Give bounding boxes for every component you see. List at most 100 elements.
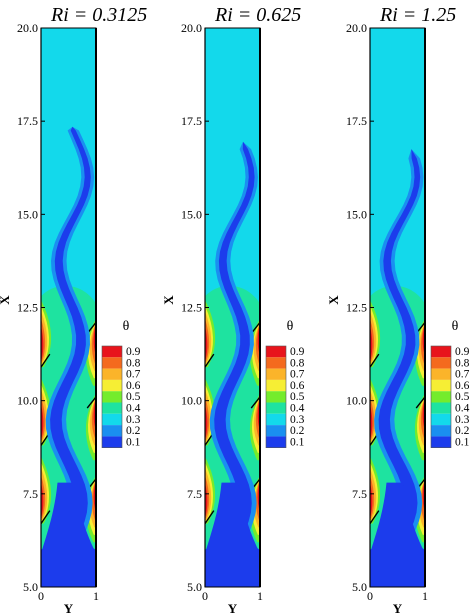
- x-axis-label: X: [326, 295, 341, 305]
- legend-swatch: [431, 402, 451, 414]
- y-axis-label: Y: [393, 601, 403, 615]
- x-tick-label: 15.0: [17, 207, 38, 221]
- cold-jet-core: [370, 149, 425, 587]
- legend-swatch: [266, 346, 286, 358]
- legend-swatch: [102, 368, 122, 380]
- legend-swatch: [431, 357, 451, 369]
- y-tick-label: 0: [202, 589, 208, 603]
- x-tick-label: 20.0: [17, 21, 38, 35]
- y-axis-label: Y: [64, 601, 74, 615]
- legend-swatch: [266, 425, 286, 437]
- x-tick-label: 17.5: [346, 114, 367, 128]
- panel-title: Ri = 1.25: [379, 4, 456, 26]
- legend-swatch: [102, 379, 122, 392]
- legend-swatch: [102, 402, 122, 414]
- x-tick-label: 15.0: [181, 207, 202, 221]
- legend-swatch: [431, 346, 451, 358]
- x-tick-label: 17.5: [17, 114, 38, 128]
- x-tick-label: 5.0: [23, 580, 38, 594]
- panel-title: Ri = 0.625: [214, 4, 301, 26]
- legend-swatch: [266, 413, 286, 426]
- legend-swatch: [266, 368, 286, 380]
- cold-jet-outer: [41, 126, 96, 587]
- legend-title: θ: [452, 319, 459, 334]
- legend-label: 0.5: [290, 391, 305, 403]
- x-tick-label: 10.0: [181, 394, 202, 408]
- legend-swatch: [431, 391, 451, 403]
- legend-label: 0.8: [126, 357, 141, 369]
- x-tick-label: 7.5: [23, 487, 38, 501]
- right-rib-1: [249, 318, 260, 386]
- legend-swatch: [431, 368, 451, 380]
- legend-label: 0.7: [290, 369, 305, 381]
- left-rib-1: [41, 300, 52, 368]
- legend-swatch: [431, 379, 451, 392]
- legend-label: 0.5: [455, 391, 470, 403]
- legend-border: [430, 345, 452, 448]
- x-tick-label: 17.5: [181, 114, 202, 128]
- legend-swatch: [102, 413, 122, 426]
- left-rib-1: [370, 300, 381, 368]
- legend-title: θ: [123, 319, 130, 334]
- x-tick-label: 7.5: [187, 487, 202, 501]
- legend-label: 0.4: [126, 403, 141, 415]
- legend: θ 0.90.80.70.60.50.40.30.20.1: [101, 319, 141, 448]
- legend-swatch: [102, 425, 122, 437]
- x-tick-label: 12.5: [181, 301, 202, 315]
- x-axis-label: X: [0, 295, 12, 305]
- x-tick-label: 5.0: [187, 580, 202, 594]
- right-rib-2: [85, 393, 96, 461]
- legend-swatch: [266, 436, 286, 448]
- contour-panel-3: Ri = 1.25 5.0 7.5 10.0 12.5 15.0 17.5 20.0 X 0 1 Yθ…: [326, 4, 470, 615]
- legend-label: 0.1: [290, 436, 305, 448]
- cold-jet-core: [205, 141, 260, 587]
- cold-jet-outer: [205, 141, 260, 587]
- x-tick-label: 15.0: [346, 207, 367, 221]
- legend-label: 0.3: [290, 414, 305, 426]
- legend-swatch: [266, 402, 286, 414]
- legend-label: 0.9: [126, 346, 141, 358]
- legend-label: 0.2: [126, 425, 141, 437]
- y-tick-label: 0: [38, 589, 44, 603]
- y-axis-label: Y: [228, 601, 238, 615]
- legend-label: 0.4: [455, 403, 470, 415]
- legend-swatch: [266, 391, 286, 403]
- legend-label: 0.8: [455, 357, 470, 369]
- x-tick-label: 20.0: [181, 21, 202, 35]
- legend-swatch: [102, 357, 122, 369]
- x-tick-label: 10.0: [17, 394, 38, 408]
- x-tick-label: 7.5: [352, 487, 367, 501]
- contour-panel-2: Ri = 0.625 5.0 7.5 10.0 12.5 15.0 17.5 20.0 X 0 1 Y…: [161, 4, 305, 615]
- legend-label: 0.9: [455, 346, 470, 358]
- legend-label: 0.1: [455, 436, 470, 448]
- left-rib-2: [205, 378, 216, 446]
- legend-label: 0.7: [126, 369, 141, 381]
- legend-label: 0.5: [126, 391, 141, 403]
- left-rib-3: [370, 456, 381, 525]
- legend: θ 0.90.80.70.60.50.40.30.20.1: [265, 319, 305, 448]
- legend-swatch: [431, 425, 451, 437]
- legend-border: [101, 345, 123, 448]
- legend-label: 0.3: [126, 414, 141, 426]
- legend-label: 0.3: [455, 414, 470, 426]
- legend-label: 0.6: [455, 380, 470, 392]
- x-axis-label: X: [161, 295, 176, 305]
- legend-label: 0.2: [455, 425, 470, 437]
- y-tick-label: 1: [93, 589, 99, 603]
- legend-swatch: [102, 346, 122, 358]
- legend-swatch: [102, 436, 122, 448]
- legend-label: 0.6: [126, 380, 141, 392]
- legend-swatch: [266, 357, 286, 369]
- x-tick-label: 12.5: [346, 301, 367, 315]
- legend-label: 0.8: [290, 357, 305, 369]
- y-tick-label: 0: [367, 589, 373, 603]
- legend: θ 0.90.80.70.60.50.40.30.20.1: [430, 319, 470, 448]
- y-tick-label: 1: [257, 589, 263, 603]
- inlet-cold-region: [370, 482, 425, 587]
- inlet-cold-region: [205, 482, 260, 587]
- legend-swatch: [431, 436, 451, 448]
- contour-panel-1: Ri = 0.3125 5.0 7.5 10.0 12.5 15.0 17.5 20.0 X 0 1…: [0, 4, 147, 615]
- x-tick-label: 5.0: [352, 580, 367, 594]
- x-tick-label: 10.0: [346, 394, 367, 408]
